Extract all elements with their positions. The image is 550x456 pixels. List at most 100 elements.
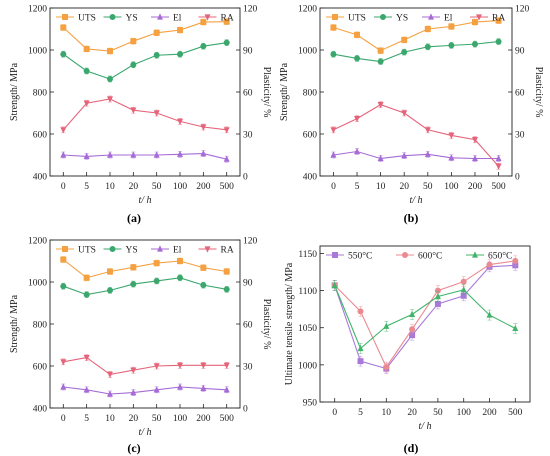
y2-tick-label: 0: [243, 173, 248, 183]
data-point: [330, 51, 337, 58]
legend-marker: [428, 13, 434, 20]
data-point: [512, 257, 519, 264]
x-tick-label: 20: [407, 408, 417, 418]
legend-label: RA: [492, 14, 505, 24]
x-axis-label: t/ h: [409, 195, 422, 206]
y2-tick-label: 120: [515, 5, 530, 15]
y-tick-label: 1100: [298, 287, 317, 297]
data-point: [177, 51, 184, 58]
legend-marker: [157, 245, 163, 252]
data-point: [377, 47, 384, 54]
x-tick-label: 50: [152, 182, 162, 192]
y-tick-label: 1200: [28, 237, 47, 247]
data-point: [377, 58, 384, 65]
x-tick-label: 500: [220, 182, 235, 192]
data-point: [130, 389, 137, 396]
legend-marker: [332, 14, 338, 20]
data-point: [471, 41, 478, 48]
data-point: [177, 258, 184, 264]
x-tick-label: 5: [355, 182, 360, 192]
x-tick-label: 20: [399, 182, 409, 192]
y2-tick-label: 90: [243, 279, 253, 289]
series-line-RA: [63, 357, 227, 375]
data-point: [177, 118, 184, 125]
plot-frame: [319, 245, 531, 403]
data-point: [153, 363, 160, 370]
y-tick-label: 400: [303, 173, 318, 183]
data-point: [83, 386, 90, 393]
data-point: [354, 55, 361, 62]
y2-tick-label: 120: [243, 237, 258, 247]
legend-label: 550°C: [348, 251, 372, 262]
y-tick-label: 1200: [298, 5, 317, 15]
series-line-UTS: [62, 21, 227, 52]
data-point: [471, 19, 478, 26]
data-point: [153, 29, 160, 36]
data-point: [200, 264, 207, 271]
x-tick-label: 5: [358, 408, 363, 418]
data-point: [83, 68, 90, 74]
panel-c-caption: (c): [127, 441, 140, 455]
data-point: [486, 311, 493, 318]
data-point: [153, 151, 160, 158]
legend-marker: [476, 14, 482, 21]
data-point: [354, 147, 361, 155]
series-line-El: [333, 150, 499, 160]
data-point: [357, 308, 364, 315]
data-point: [409, 326, 416, 333]
data-point: [60, 51, 67, 58]
data-point: [60, 359, 67, 366]
y-tick-label: 400: [33, 405, 48, 415]
legend-label: UTS: [348, 14, 366, 24]
x-tick-label: 500: [220, 414, 235, 424]
data-point: [460, 292, 467, 299]
data-point: [60, 24, 67, 31]
x-tick-label: 200: [468, 182, 483, 192]
y-tick-label: 1000: [298, 47, 317, 57]
x-tick-label: 5: [84, 414, 89, 424]
data-point: [130, 151, 137, 158]
data-point: [223, 155, 230, 162]
data-point: [153, 52, 160, 59]
series-line-YS: [333, 41, 499, 63]
y-axis-label: Strength/ MPa: [9, 294, 20, 353]
y2-tick-label: 90: [515, 47, 525, 57]
legend-label: UTS: [78, 246, 96, 256]
data-point: [448, 23, 455, 30]
data-point: [153, 110, 160, 117]
data-point: [471, 154, 478, 162]
y-tick-label: 1000: [28, 279, 47, 289]
legend-label: YS: [396, 14, 408, 24]
series-line-RA: [333, 103, 499, 167]
data-point: [223, 127, 230, 134]
legend-label: UTS: [78, 14, 96, 24]
data-point: [448, 132, 455, 139]
x-tick-label: 500: [491, 182, 506, 192]
data-point: [512, 324, 519, 332]
y-tick-label: 1000: [28, 47, 47, 57]
data-point: [354, 116, 361, 123]
data-point: [83, 45, 90, 52]
data-point: [486, 261, 493, 268]
x-tick-label: 0: [331, 182, 336, 192]
y-tick-label: 1000: [298, 361, 317, 371]
data-point: [83, 291, 90, 298]
panel-a-caption: (a): [127, 211, 141, 225]
legend-label: 600°C: [418, 251, 442, 262]
y-tick-label: 1150: [298, 250, 317, 260]
data-point: [106, 287, 113, 294]
x-tick-label: 10: [376, 182, 386, 192]
x-tick-label: 5: [84, 182, 89, 192]
series-line-650°C: [334, 285, 516, 350]
data-point: [401, 152, 408, 159]
x-tick-label: 200: [196, 414, 211, 424]
data-point: [330, 127, 337, 134]
panel-d-caption: (d): [404, 441, 419, 455]
legend-label: RA: [221, 14, 234, 24]
x-tick-label: 20: [129, 414, 139, 424]
y-tick-label: 1200: [28, 5, 47, 15]
legend-marker: [62, 246, 68, 252]
y2-tick-label: 120: [243, 5, 258, 15]
data-point: [177, 27, 184, 34]
